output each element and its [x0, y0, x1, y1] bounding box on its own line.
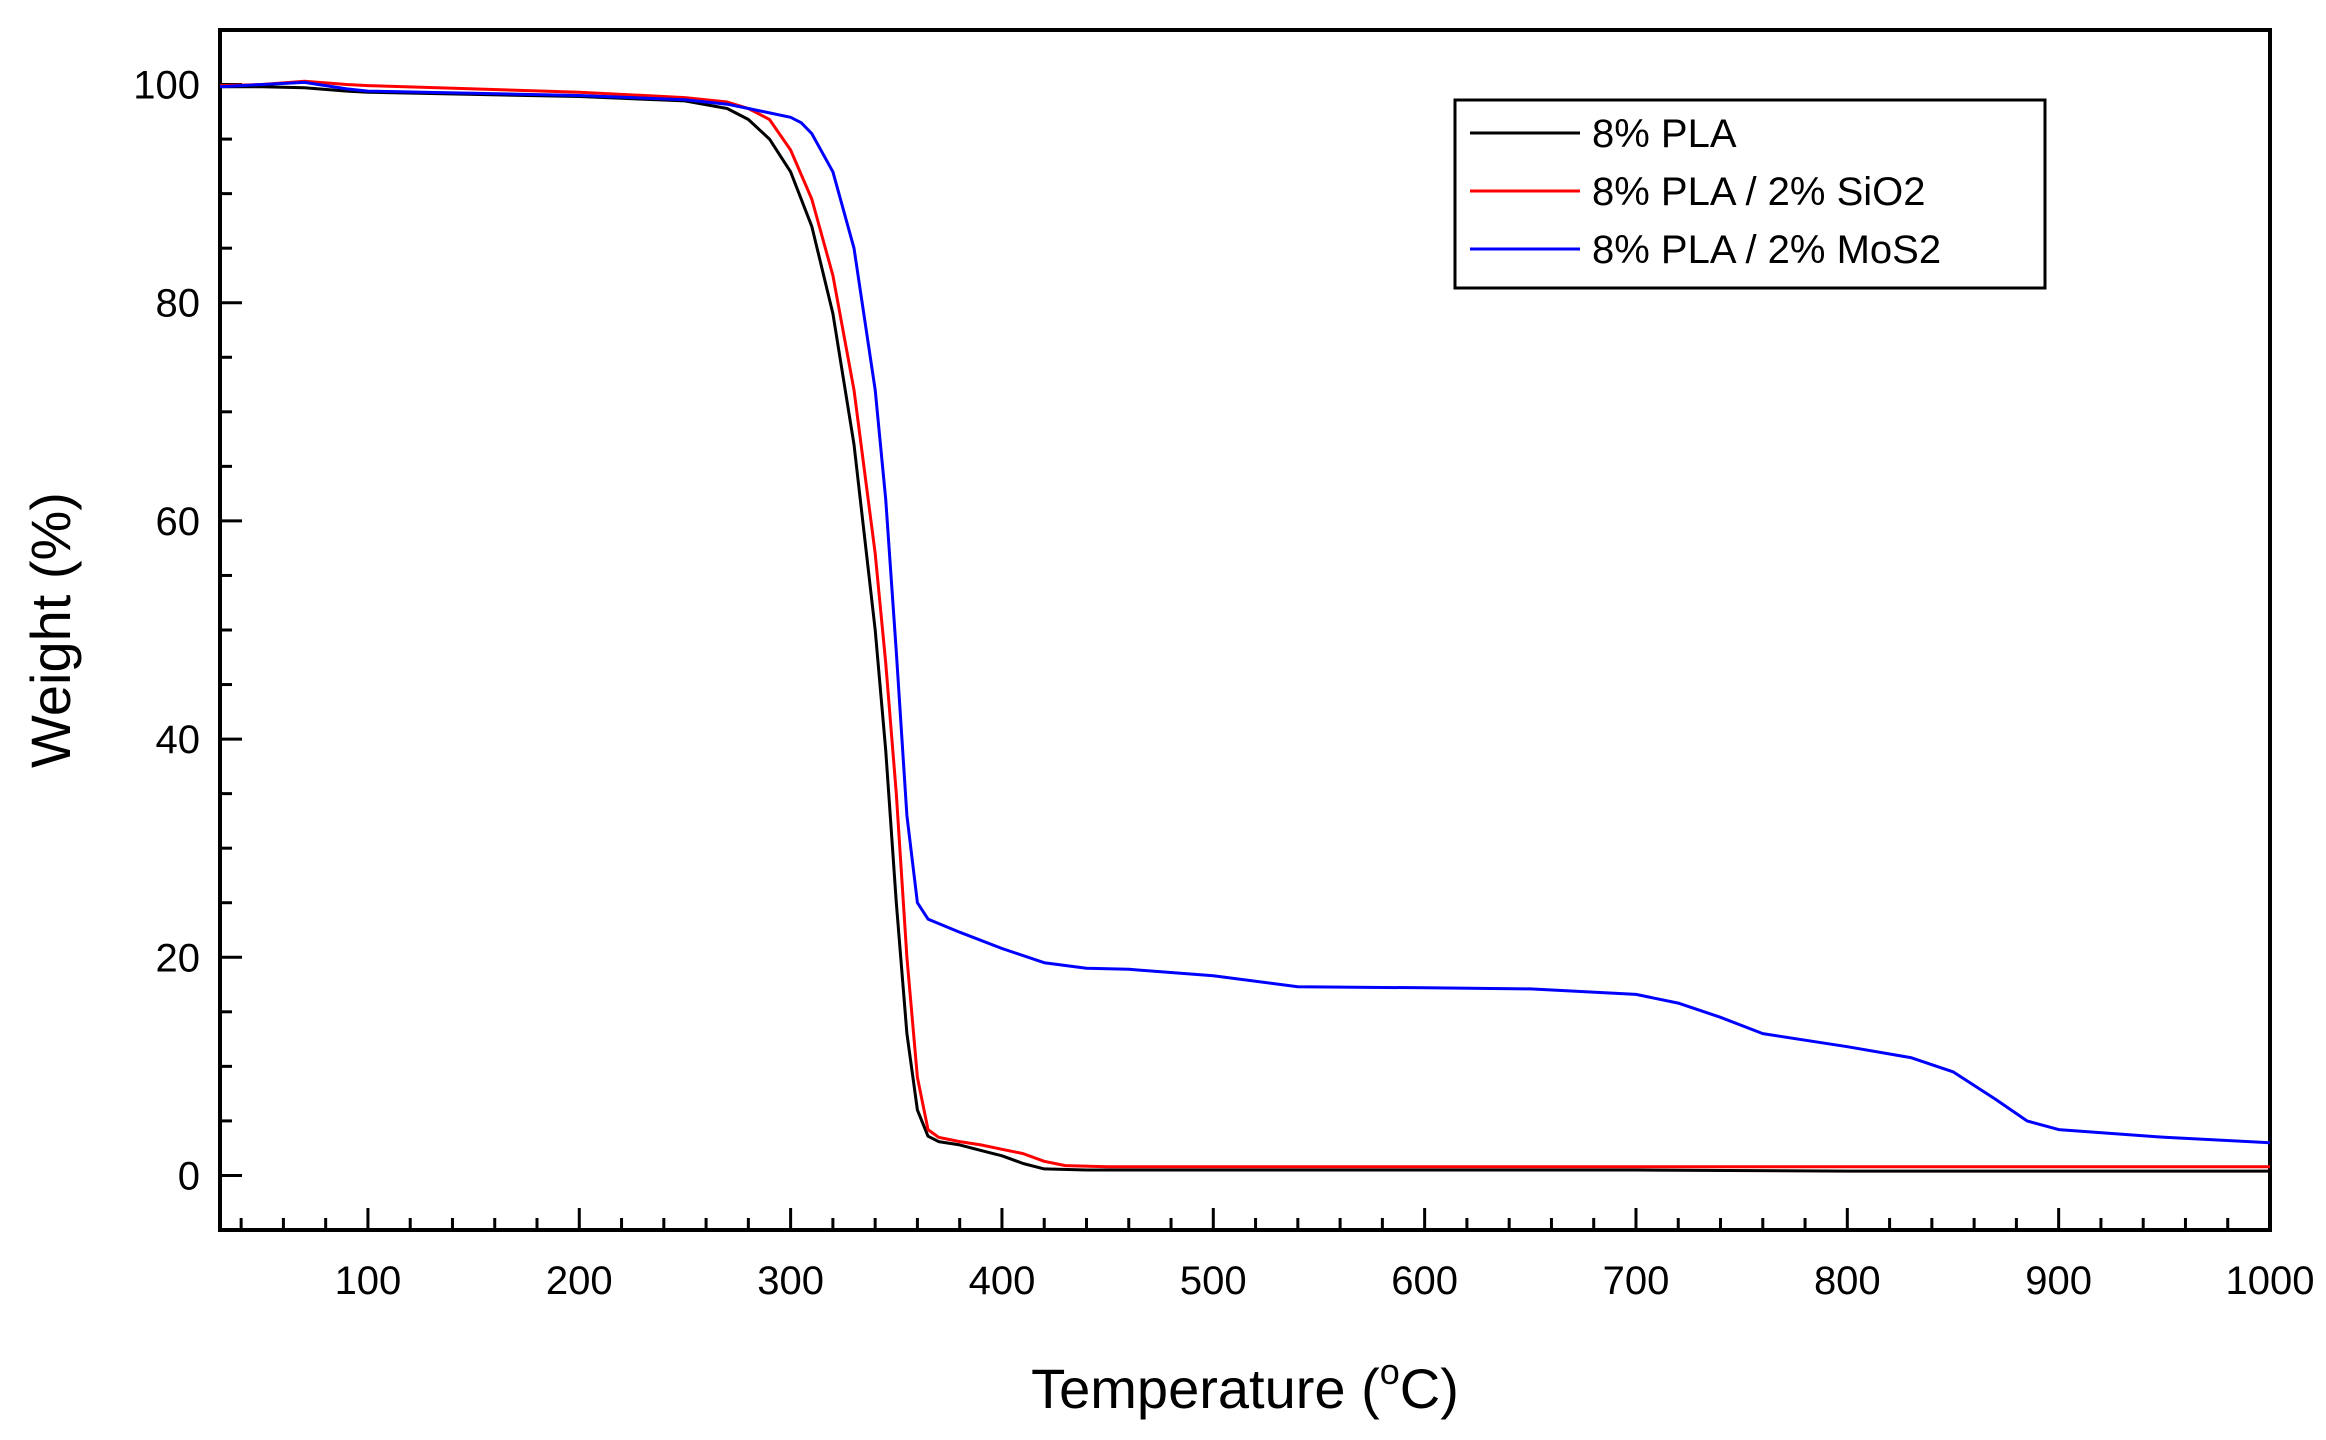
legend-label: 8% PLA: [1592, 112, 1737, 156]
x-tick-label: 1000: [2226, 1259, 2315, 1303]
y-tick-label: 60: [156, 500, 201, 544]
x-tick-label: 400: [969, 1259, 1036, 1303]
x-tick-label: 500: [1180, 1259, 1247, 1303]
x-axis-title-unit: C): [1400, 1357, 1459, 1420]
y-tick-label: 0: [178, 1154, 200, 1198]
y-tick-label: 100: [133, 64, 200, 108]
x-axis-ticks: 100 200 300 400 500 600 700 800 900 1000: [239, 1208, 2315, 1303]
y-axis-title: Weight (%): [19, 492, 82, 768]
x-tick-label: 800: [1814, 1259, 1881, 1303]
y-tick-label: 20: [156, 936, 201, 980]
legend: 8% PLA 8% PLA / 2% SiO2 8% PLA / 2% MoS2: [1453, 98, 2047, 290]
x-tick-label: 100: [335, 1259, 402, 1303]
series-line-2: [219, 79, 2270, 1169]
x-tick-label: 200: [546, 1259, 613, 1303]
x-tick-label: 700: [1603, 1259, 1670, 1303]
x-tick-label: 300: [757, 1259, 824, 1303]
x-axis-title-main: Temperature (: [1031, 1357, 1380, 1420]
legend-box: [1453, 98, 2047, 290]
series-line-3: [219, 80, 2271, 1145]
x-tick-label: 900: [2025, 1259, 2092, 1303]
series-layer: [219, 79, 2271, 1173]
y-tick-label: 80: [156, 282, 201, 326]
x-tick-label: 600: [1391, 1259, 1458, 1303]
legend-label: 8% PLA / 2% SiO2: [1592, 170, 1926, 214]
y-tick-label: 40: [156, 718, 201, 762]
legend-label: 8% PLA / 2% MoS2: [1592, 228, 1941, 272]
x-axis-title: Temperature (oC): [1031, 1351, 1459, 1420]
y-axis-ticks: 0 20 40 60 80 100: [133, 28, 242, 1232]
x-axis-title-degree: o: [1380, 1351, 1400, 1392]
